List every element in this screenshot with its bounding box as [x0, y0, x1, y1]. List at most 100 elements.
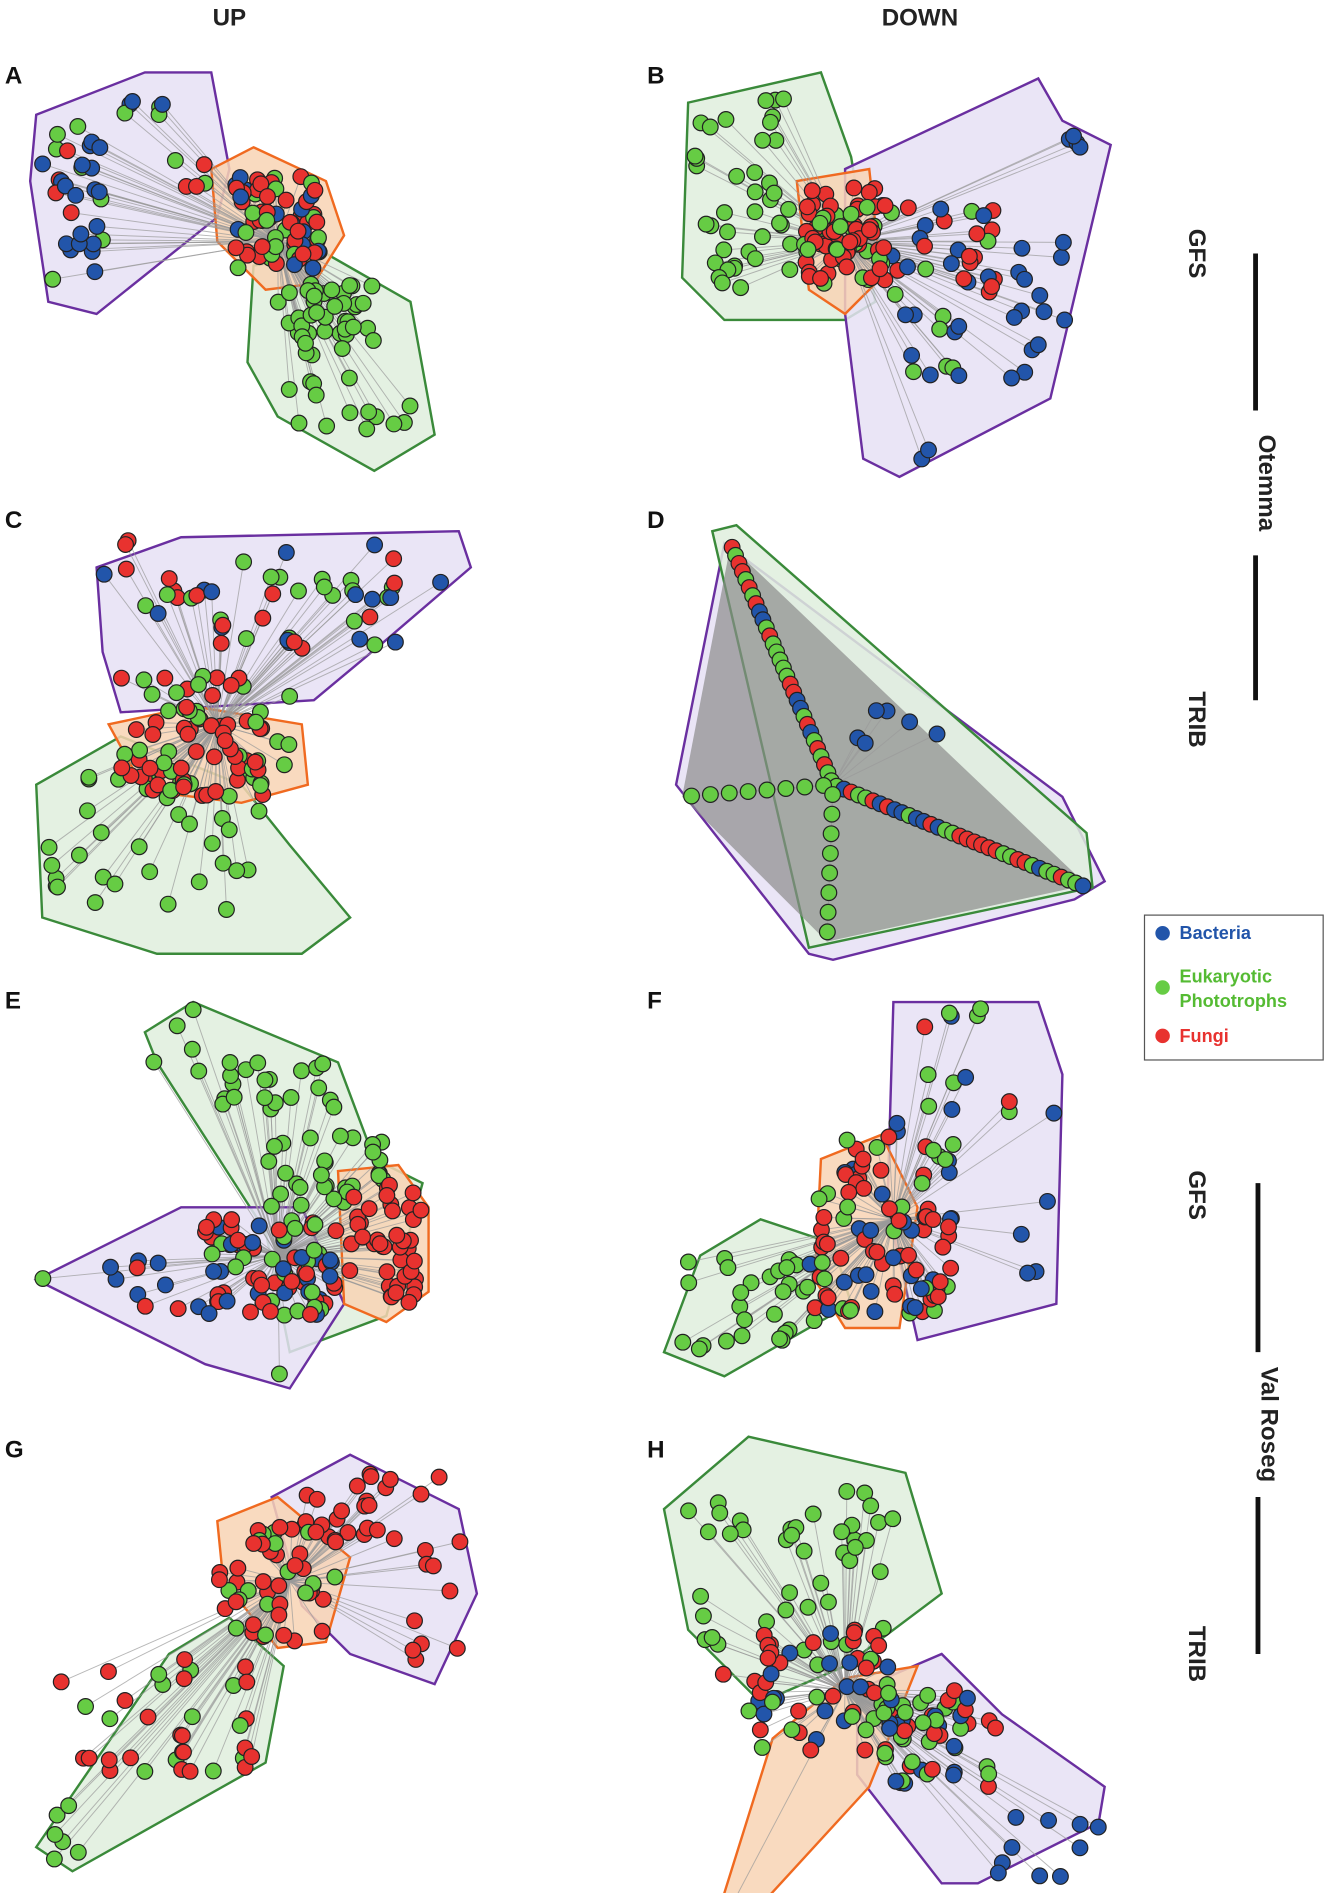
node [277, 544, 295, 561]
node [364, 332, 382, 349]
node [1000, 1093, 1018, 1111]
node [221, 1054, 239, 1071]
node [808, 1688, 826, 1706]
edge [216, 578, 323, 725]
edge [842, 1219, 894, 1309]
node [341, 277, 359, 294]
node [227, 1593, 245, 1611]
node [1035, 303, 1053, 321]
node [931, 320, 949, 338]
edge [79, 240, 278, 245]
node [80, 768, 98, 786]
node [321, 1267, 339, 1285]
node [381, 1470, 399, 1488]
node [354, 294, 372, 312]
node [833, 1523, 851, 1541]
edge [217, 644, 376, 725]
node [150, 1665, 168, 1683]
node [270, 1577, 288, 1595]
node [887, 1772, 905, 1790]
node [822, 1625, 840, 1643]
node [323, 281, 341, 299]
node [203, 834, 221, 852]
node [674, 1333, 692, 1351]
node [451, 1533, 469, 1551]
node [244, 1616, 262, 1634]
edge [216, 590, 299, 725]
site-label: Val Roseg [1255, 1367, 1282, 1482]
node [686, 147, 704, 165]
node [838, 258, 856, 276]
node [166, 151, 184, 169]
node [127, 721, 145, 739]
node [920, 441, 937, 459]
node [188, 586, 206, 604]
node [223, 1211, 241, 1229]
node [77, 1698, 94, 1715]
node [62, 204, 80, 222]
node [351, 630, 369, 648]
node [218, 901, 235, 918]
node [715, 204, 733, 222]
node [281, 687, 299, 705]
edge [771, 1673, 846, 1691]
node [160, 570, 178, 588]
edge [277, 241, 333, 291]
node [298, 1265, 316, 1283]
node [285, 633, 303, 651]
node [283, 1272, 301, 1290]
edge [844, 1689, 913, 1763]
node [179, 725, 197, 743]
node [128, 1259, 146, 1277]
node [253, 1276, 271, 1294]
node [183, 1040, 201, 1058]
node [841, 1654, 859, 1672]
node [378, 1187, 396, 1204]
node [102, 1258, 119, 1276]
node [101, 1710, 119, 1728]
node [972, 1000, 989, 1018]
edge [217, 620, 355, 725]
node [843, 1708, 861, 1725]
node [680, 1502, 697, 1520]
node [796, 778, 814, 796]
node [203, 583, 221, 601]
node [366, 536, 384, 554]
node [136, 1762, 154, 1780]
legend-swatch [1155, 1028, 1170, 1044]
node [261, 1302, 279, 1320]
node [52, 1673, 70, 1691]
node [720, 784, 738, 802]
node [870, 1513, 887, 1531]
node [237, 1658, 254, 1676]
edge [807, 1607, 846, 1691]
node [404, 1184, 422, 1202]
node [250, 1217, 268, 1235]
edge [125, 544, 218, 725]
edge [216, 561, 245, 725]
node [968, 225, 986, 243]
node [699, 1523, 717, 1541]
node [441, 1582, 459, 1600]
node [272, 1185, 290, 1203]
edge [103, 573, 218, 725]
node [113, 759, 131, 777]
node [362, 1468, 380, 1486]
node [942, 1259, 960, 1277]
node [746, 203, 764, 221]
node [733, 1327, 751, 1345]
node [168, 1017, 186, 1035]
node [855, 1179, 873, 1197]
edge [216, 586, 325, 725]
node [777, 780, 795, 797]
node [857, 1266, 875, 1284]
node [190, 676, 207, 693]
node [385, 415, 403, 433]
edge [824, 1218, 894, 1280]
edge [224, 1098, 279, 1256]
node [143, 685, 161, 703]
node [274, 1260, 292, 1278]
edge [196, 185, 278, 242]
node [838, 1482, 856, 1500]
node [363, 590, 381, 608]
